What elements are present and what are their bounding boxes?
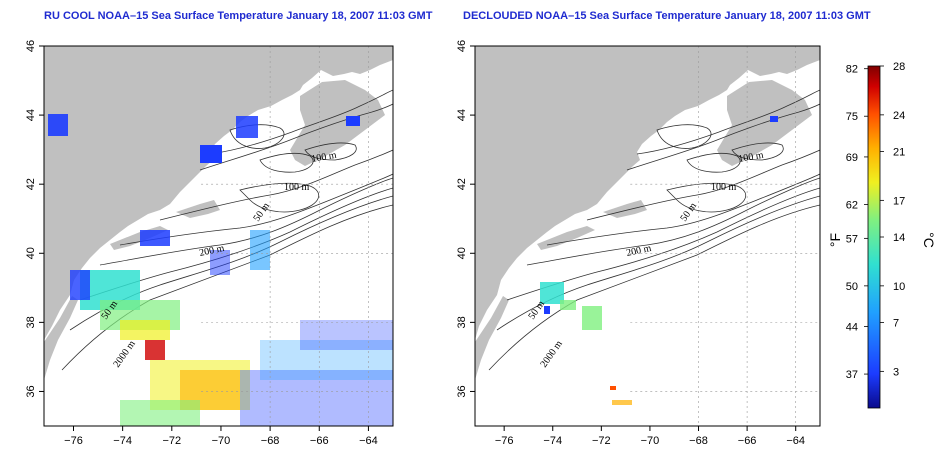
x-tick-label: −66	[310, 435, 329, 447]
fahrenheit-tick-label: 82	[846, 64, 858, 76]
x-tick-label: −72	[162, 435, 181, 447]
fahrenheit-tick-label: 75	[846, 111, 858, 123]
x-tick-label: −70	[212, 435, 231, 447]
land-mass	[475, 46, 820, 340]
fahrenheit-tick-label: 37	[846, 369, 858, 381]
sst-pixels-left	[48, 114, 393, 426]
fahrenheit-tick-label: 62	[846, 199, 858, 211]
fahrenheit-unit-label: °F	[827, 233, 843, 247]
celsius-tick-label: 7	[893, 318, 899, 330]
sst-pixels-right	[540, 116, 778, 405]
land-mass	[44, 46, 393, 340]
celsius-tick-label: 24	[893, 110, 905, 122]
y-tick-label: 42	[25, 178, 37, 190]
y-tick-label: 40	[25, 247, 37, 259]
y-axis-left: 36 38 40 42 44 46	[25, 40, 44, 398]
x-tick-label: −74	[543, 435, 562, 447]
y-tick-label: 36	[456, 385, 468, 397]
celsius-unit-label: °C	[921, 232, 937, 248]
x-tick-label: −64	[359, 435, 378, 447]
y-tick-label: 44	[25, 109, 37, 121]
y-tick-label: 40	[456, 247, 468, 259]
celsius-tick-label: 17	[893, 195, 905, 207]
delmarva	[44, 296, 78, 380]
right-panel-title: DECLOUDED NOAA–15 Sea Surface Temperatur…	[463, 10, 871, 22]
x-tick-label: −64	[786, 435, 805, 447]
x-tick-label: −72	[592, 435, 611, 447]
y-tick-label: 36	[25, 385, 37, 397]
celsius-tick-label: 28	[893, 61, 905, 73]
x-tick-label: −76	[64, 435, 83, 447]
colorbar-celsius-ticks: 28 24 21 17 14 10 7 3	[880, 61, 905, 378]
x-tick-label: −66	[738, 435, 757, 447]
y-tick-label: 38	[456, 316, 468, 328]
celsius-tick-label: 14	[893, 232, 905, 244]
nova-scotia	[717, 80, 812, 166]
fahrenheit-tick-label: 69	[846, 152, 858, 164]
contour-label: 200 m	[198, 243, 225, 259]
x-tick-label: −74	[113, 435, 132, 447]
grid-lines-right	[630, 46, 820, 426]
x-tick-label: −76	[495, 435, 514, 447]
celsius-tick-label: 21	[893, 147, 905, 159]
celsius-tick-label: 3	[893, 366, 899, 378]
contour-label: 100 m	[311, 150, 338, 165]
y-tick-label: 38	[25, 316, 37, 328]
colorbar-fahrenheit-ticks: 82 75 69 62 57 50 44 37	[846, 64, 868, 381]
colorbar-gradient	[867, 65, 881, 409]
contour-label: 100 m	[284, 182, 310, 193]
contour-label: 100 m	[711, 182, 737, 193]
y-tick-label: 42	[456, 178, 468, 190]
y-tick-label: 44	[456, 109, 468, 121]
x-tick-label: −70	[641, 435, 660, 447]
y-tick-label: 46	[25, 40, 37, 52]
fahrenheit-tick-label: 44	[846, 322, 858, 334]
x-tick-label: −68	[689, 435, 708, 447]
bathymetry-contours	[61, 89, 393, 371]
delmarva	[475, 296, 509, 380]
y-axis-right: 36 38 40 42 44 46	[456, 40, 475, 398]
fahrenheit-tick-label: 57	[846, 233, 858, 245]
temperature-colorbar: 82 75 69 62 57 50 44 37 28 24 21 17 14 10 7 3 °F °C	[827, 61, 937, 409]
x-axis-left: −76 −74 −72 −70 −68 −66 −64	[64, 426, 378, 447]
x-tick-label: −68	[261, 435, 280, 447]
left-map-panel: 100 m 100 m 50 m 200 m 50 m 2000 m −76 −7…	[25, 40, 394, 447]
right-map-panel: 100 m 100 m 50 m 200 m 50 m 2000 m −76 −7…	[456, 40, 821, 447]
grid-lines-left	[201, 46, 393, 426]
nova-scotia	[290, 80, 385, 166]
celsius-tick-label: 10	[893, 281, 905, 293]
fahrenheit-tick-label: 50	[846, 281, 858, 293]
contour-label: 100 m	[738, 150, 765, 165]
y-tick-label: 46	[456, 40, 468, 52]
left-panel-title: RU COOL NOAA–15 Sea Surface Temperature …	[44, 10, 433, 22]
x-axis-right: −76 −74 −72 −70 −68 −66 −64	[495, 426, 805, 447]
contour-label: 200 m	[625, 243, 652, 259]
